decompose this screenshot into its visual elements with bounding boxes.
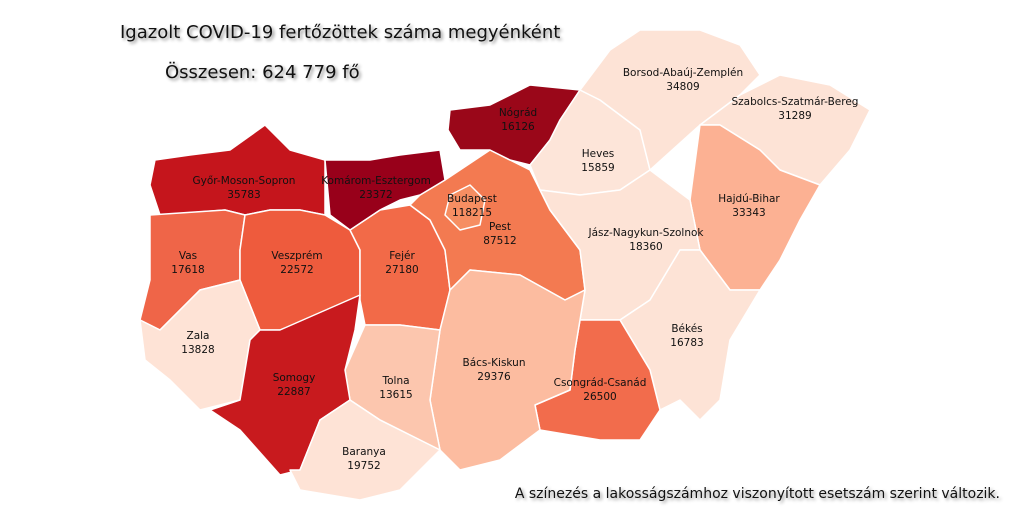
total: Összesen: 624 779 fő bbox=[165, 61, 360, 83]
county-name: Baranya bbox=[342, 446, 386, 458]
county-cases: 118215 bbox=[452, 207, 492, 219]
county-cases: 35783 bbox=[227, 189, 260, 201]
county-name: Vas bbox=[179, 250, 197, 262]
county-name: Veszprém bbox=[271, 250, 322, 262]
county-shape bbox=[324, 149, 446, 231]
county-shape bbox=[289, 399, 441, 501]
county-cases: 19752 bbox=[347, 460, 380, 472]
county-cases: 16126 bbox=[501, 121, 535, 133]
county-cases: 16783 bbox=[670, 337, 703, 349]
county-cases: 17618 bbox=[171, 264, 204, 276]
county-name: Szabolcs-Szatmár-Bereg bbox=[732, 96, 859, 108]
county-shape bbox=[444, 184, 486, 231]
county-shape bbox=[149, 124, 326, 216]
map-title: Igazolt COVID-19 fertőzöttek száma megyé… bbox=[120, 22, 560, 43]
county-cases: 26500 bbox=[583, 391, 616, 403]
county-name: Békés bbox=[671, 323, 702, 335]
county-name: Budapest bbox=[447, 193, 497, 205]
county-cases: 13615 bbox=[379, 389, 412, 401]
county-name: Bács-Kiskun bbox=[462, 357, 525, 369]
county-cases: 23372 bbox=[359, 189, 392, 201]
county-cases: 22887 bbox=[277, 386, 310, 398]
county-name: Somogy bbox=[273, 372, 316, 384]
county-cases: 87512 bbox=[483, 235, 516, 247]
county-cases: 22572 bbox=[280, 264, 313, 276]
county-name: Csongrád-Csanád bbox=[554, 377, 647, 389]
county-cases: 27180 bbox=[385, 264, 418, 276]
county-cases: 34809 bbox=[666, 81, 699, 93]
counties bbox=[139, 29, 871, 501]
county-name: Fejér bbox=[389, 250, 415, 262]
county-cases: 31289 bbox=[778, 110, 811, 122]
county-name: Komárom-Esztergom bbox=[321, 175, 431, 187]
county-cases: 29376 bbox=[477, 371, 511, 383]
county-name: Borsod-Abaúj-Zemplén bbox=[623, 67, 743, 79]
county-name: Jász-Nagykun-Szolnok bbox=[587, 227, 704, 239]
county-cases: 33343 bbox=[732, 207, 765, 219]
county-cases: 18360 bbox=[629, 241, 662, 253]
county-shape bbox=[429, 269, 586, 471]
county-name: Heves bbox=[582, 148, 615, 160]
footnote: A színezés a lakosságszámhoz viszonyítot… bbox=[515, 486, 1000, 502]
county-cases: 15859 bbox=[581, 162, 614, 174]
county-cases: 13828 bbox=[181, 344, 214, 356]
county-name: Győr-Moson-Sopron bbox=[193, 175, 296, 187]
county-name: Zala bbox=[187, 330, 210, 342]
county-name: Tolna bbox=[381, 375, 409, 387]
county-name: Pest bbox=[489, 221, 511, 233]
county-name: Nógrád bbox=[499, 107, 537, 119]
county-name: Hajdú-Bihar bbox=[718, 193, 780, 205]
